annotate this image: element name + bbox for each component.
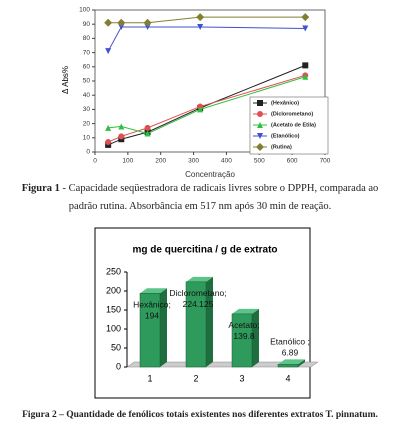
- x-tick-label: 200: [155, 158, 166, 165]
- bar: [231, 313, 253, 368]
- x-tick-label: 600: [287, 158, 298, 165]
- value-label: 224.125: [183, 299, 214, 309]
- marker: [302, 73, 309, 80]
- value-label: 6.89: [282, 348, 299, 358]
- marker: [143, 18, 152, 27]
- y-tick-label: 80: [83, 35, 91, 42]
- x-tick-label: 700: [320, 158, 331, 165]
- y-tick-label: 150: [106, 304, 121, 314]
- x-tick-label: 4: [285, 373, 290, 383]
- legend-label: (Acetato de Etila): [271, 122, 316, 128]
- x-tick-label: 400: [221, 158, 232, 165]
- x-tick-label: 1: [147, 373, 152, 383]
- bar-name-label: Hexânico;: [133, 300, 171, 310]
- marker: [197, 106, 204, 113]
- bar-name-label: Etanólico ;: [270, 337, 310, 347]
- series-line: [108, 16, 306, 24]
- y-tick-label: 40: [83, 92, 91, 99]
- caption-text: - Capacidade seqüestradora de radicais l…: [59, 183, 379, 194]
- bar: [185, 281, 207, 368]
- marker: [105, 124, 112, 131]
- x-tick-label: 500: [254, 158, 265, 165]
- y-tick-label: 200: [106, 285, 121, 295]
- x-axis-label: Concentração: [185, 170, 235, 179]
- y-tick-label: 0: [86, 149, 90, 156]
- marker: [118, 123, 125, 130]
- y-tick-label: 0: [116, 361, 121, 371]
- marker: [302, 62, 309, 69]
- legend-label: (Hexânico): [271, 100, 299, 106]
- y-tick-label: 100: [79, 7, 90, 14]
- bar-side: [252, 308, 259, 367]
- y-axis-label: Δ Abs%: [61, 66, 70, 94]
- marker: [118, 24, 125, 31]
- caption: Figura 2 – Quantidade de fenólicos totai…: [0, 410, 400, 420]
- marker: [196, 13, 205, 22]
- marker: [144, 124, 151, 131]
- legend-label: (Diclorometano): [271, 111, 313, 117]
- bar-side: [160, 288, 167, 367]
- caption: Figura 1 - Capacidade seqüestradora de r…: [0, 183, 400, 194]
- marker: [302, 25, 309, 32]
- marker: [144, 24, 151, 31]
- x-tick-label: 3: [239, 373, 244, 383]
- bar: [277, 364, 299, 368]
- y-tick-label: 250: [106, 266, 121, 276]
- bar-name-label: Diclorometano;: [169, 288, 226, 298]
- legend-label: (Etanólico): [271, 133, 300, 139]
- marker: [144, 130, 151, 137]
- marker: [257, 111, 263, 117]
- caption-label: Figura 1: [21, 183, 60, 194]
- marker: [301, 13, 310, 22]
- chart-title: mg de quercitina / g de extrato: [132, 245, 277, 256]
- bar-top: [232, 308, 259, 314]
- marker: [104, 18, 113, 27]
- marker: [257, 133, 263, 139]
- caption-text: – Quantidade de fenólicos totais existen…: [56, 410, 378, 420]
- y-tick-label: 50: [111, 342, 121, 352]
- bar-side: [206, 276, 213, 367]
- x-tick-label: 100: [122, 158, 133, 165]
- caption: padrão rutina. Absorbância em 517 nm apó…: [0, 201, 400, 212]
- x-tick-label: 2: [193, 373, 198, 383]
- y-tick-label: 60: [83, 64, 91, 71]
- bar-top: [186, 276, 213, 282]
- caption-text: padrão rutina. Absorbância em 517 nm apó…: [68, 201, 332, 212]
- bar-name-label: Acetato;: [228, 320, 259, 330]
- marker: [105, 139, 112, 146]
- series-line: [107, 26, 306, 52]
- y-tick-label: 50: [83, 78, 91, 85]
- value-label: 139.8: [233, 331, 255, 341]
- bar-side: [298, 359, 305, 367]
- marker: [117, 18, 126, 27]
- y-tick-label: 100: [106, 323, 121, 333]
- x-tick-label: 0: [93, 158, 97, 165]
- y-tick-label: 10: [83, 135, 91, 142]
- marker: [197, 24, 204, 31]
- y-tick-label: 70: [83, 49, 91, 56]
- caption-label: Figura 2: [22, 410, 57, 420]
- y-tick-label: 90: [83, 21, 91, 28]
- bar-top: [140, 288, 167, 294]
- marker: [256, 143, 264, 151]
- marker: [105, 48, 112, 55]
- y-tick-label: 20: [83, 120, 91, 127]
- legend-label: (Rutina): [271, 144, 292, 150]
- y-tick-label: 30: [83, 106, 91, 113]
- marker: [118, 133, 125, 140]
- marker: [257, 122, 263, 128]
- x-tick-label: 300: [188, 158, 199, 165]
- value-label: 194: [145, 311, 159, 321]
- bar: [139, 293, 161, 368]
- bar-top: [278, 359, 305, 365]
- marker: [257, 100, 263, 106]
